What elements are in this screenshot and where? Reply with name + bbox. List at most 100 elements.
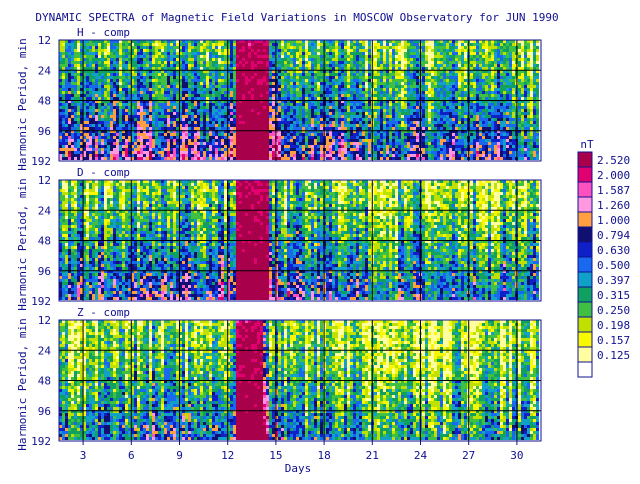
- heat-cell: [413, 88, 416, 91]
- heat-cell: [404, 139, 407, 142]
- heat-cell: [329, 106, 332, 109]
- heat-cell: [356, 85, 359, 88]
- heat-cell: [98, 118, 101, 121]
- heat-cell: [128, 61, 131, 64]
- heat-cell: [116, 64, 119, 67]
- heat-cell: [83, 136, 86, 139]
- heat-cell: [308, 88, 311, 91]
- heat-cell: [278, 91, 281, 94]
- heat-cell: [293, 52, 296, 55]
- heat-cell: [137, 148, 140, 151]
- heat-cell: [239, 61, 242, 64]
- heat-cell: [422, 118, 425, 121]
- heat-cell: [176, 70, 179, 73]
- heat-cell: [335, 130, 338, 133]
- heat-cell: [329, 52, 332, 55]
- heat-cell: [65, 49, 68, 52]
- heat-cell: [218, 109, 221, 112]
- heat-cell: [209, 94, 212, 97]
- heat-cell: [329, 154, 332, 157]
- heat-cell: [143, 106, 146, 109]
- heat-cell: [353, 67, 356, 70]
- heat-cell: [377, 109, 380, 112]
- heat-cell: [71, 142, 74, 145]
- heat-cell: [191, 52, 194, 55]
- heat-cell: [311, 121, 314, 124]
- heat-cell: [200, 124, 203, 127]
- heat-cell: [257, 106, 260, 109]
- heat-cell: [71, 70, 74, 73]
- heat-cell: [386, 85, 389, 88]
- heat-cell: [248, 136, 251, 139]
- heat-cell: [317, 151, 320, 154]
- heat-cell: [221, 157, 224, 160]
- heat-cell: [404, 127, 407, 130]
- heat-cell: [332, 82, 335, 85]
- heat-cell: [95, 91, 98, 94]
- heat-cell: [83, 151, 86, 154]
- heat-cell: [263, 142, 266, 145]
- heat-cell: [359, 73, 362, 76]
- heat-cell: [71, 148, 74, 151]
- heat-cell: [275, 88, 278, 91]
- heat-cell: [92, 64, 95, 67]
- heat-cell: [425, 46, 428, 49]
- heat-cell: [422, 55, 425, 58]
- heat-cell: [368, 49, 371, 52]
- heat-cell: [227, 64, 230, 67]
- heat-cell: [335, 43, 338, 46]
- heat-cell: [428, 148, 431, 151]
- heat-cell: [167, 55, 170, 58]
- heat-cell: [143, 154, 146, 157]
- heat-cell: [299, 67, 302, 70]
- heat-cell: [305, 91, 308, 94]
- heat-cell: [128, 103, 131, 106]
- heat-cell: [251, 79, 254, 82]
- heat-cell: [209, 79, 212, 82]
- heat-cell: [425, 88, 428, 91]
- heat-cell: [98, 109, 101, 112]
- heat-cell: [77, 58, 80, 61]
- heat-cell: [149, 88, 152, 91]
- heat-cell: [224, 40, 227, 43]
- heat-cell: [425, 139, 428, 142]
- heat-cell: [110, 151, 113, 154]
- heat-cell: [188, 43, 191, 46]
- heat-cell: [266, 67, 269, 70]
- heat-cell: [158, 133, 161, 136]
- heat-cell: [374, 82, 377, 85]
- heat-cell: [428, 82, 431, 85]
- heat-cell: [332, 106, 335, 109]
- heat-cell: [167, 124, 170, 127]
- heat-cell: [422, 142, 425, 145]
- heat-cell: [62, 157, 65, 160]
- heat-cell: [128, 118, 131, 121]
- heat-cell: [287, 82, 290, 85]
- heat-cell: [170, 103, 173, 106]
- heat-cell: [281, 91, 284, 94]
- heat-cell: [395, 61, 398, 64]
- heat-cell: [185, 79, 188, 82]
- heat-cell: [239, 64, 242, 67]
- heat-cell: [401, 91, 404, 94]
- heat-cell: [98, 124, 101, 127]
- heat-cell: [203, 67, 206, 70]
- heat-cell: [251, 70, 254, 73]
- heat-cell: [215, 151, 218, 154]
- heat-cell: [287, 121, 290, 124]
- heat-cell: [344, 154, 347, 157]
- heat-cell: [365, 82, 368, 85]
- heat-cell: [356, 136, 359, 139]
- heat-cell: [362, 40, 365, 43]
- heat-cell: [254, 58, 257, 61]
- heat-cell: [374, 58, 377, 61]
- heat-cell: [407, 121, 410, 124]
- heat-cell: [161, 43, 164, 46]
- heat-cell: [338, 43, 341, 46]
- heat-cell: [191, 133, 194, 136]
- heat-cell: [401, 100, 404, 103]
- heat-cell: [413, 61, 416, 64]
- heat-cell: [425, 100, 428, 103]
- heat-cell: [254, 133, 257, 136]
- heat-cell: [374, 115, 377, 118]
